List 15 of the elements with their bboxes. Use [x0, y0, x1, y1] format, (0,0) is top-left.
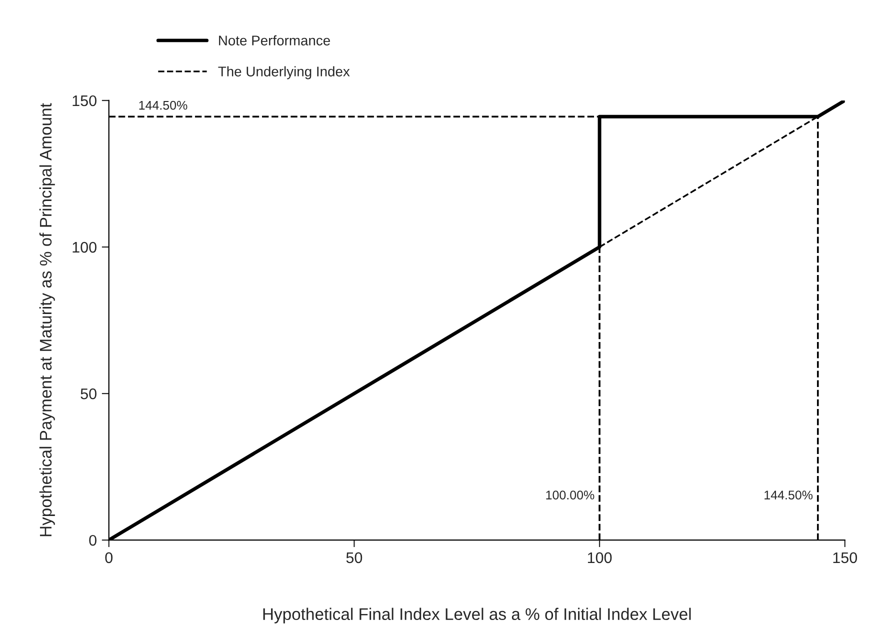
- legend-label: The Underlying Index: [218, 66, 350, 80]
- x-tick-label: 100: [588, 552, 612, 564]
- x-tick-label: 0: [105, 552, 113, 564]
- y-tick-label: 50: [80, 388, 96, 400]
- ref-line-label: 100.00%: [546, 490, 594, 500]
- x-tick-label: 150: [833, 552, 858, 564]
- y-tick-label: 0: [89, 534, 96, 546]
- x-axis-title: Hypothetical Final Index Level as a % of Initial Index Level: [263, 608, 691, 624]
- ref-line-label: 144.50%: [764, 490, 813, 500]
- legend-label: Note Performance: [219, 35, 330, 46]
- y-axis-title: Hypothetical Payment at Maturity as % of Principal Amount: [39, 103, 55, 536]
- x-tick-label: 50: [346, 552, 362, 564]
- y-tick-label: 150: [72, 95, 96, 106]
- ref-line-label: 144.50%: [139, 100, 188, 110]
- y-tick-label: 100: [72, 242, 96, 253]
